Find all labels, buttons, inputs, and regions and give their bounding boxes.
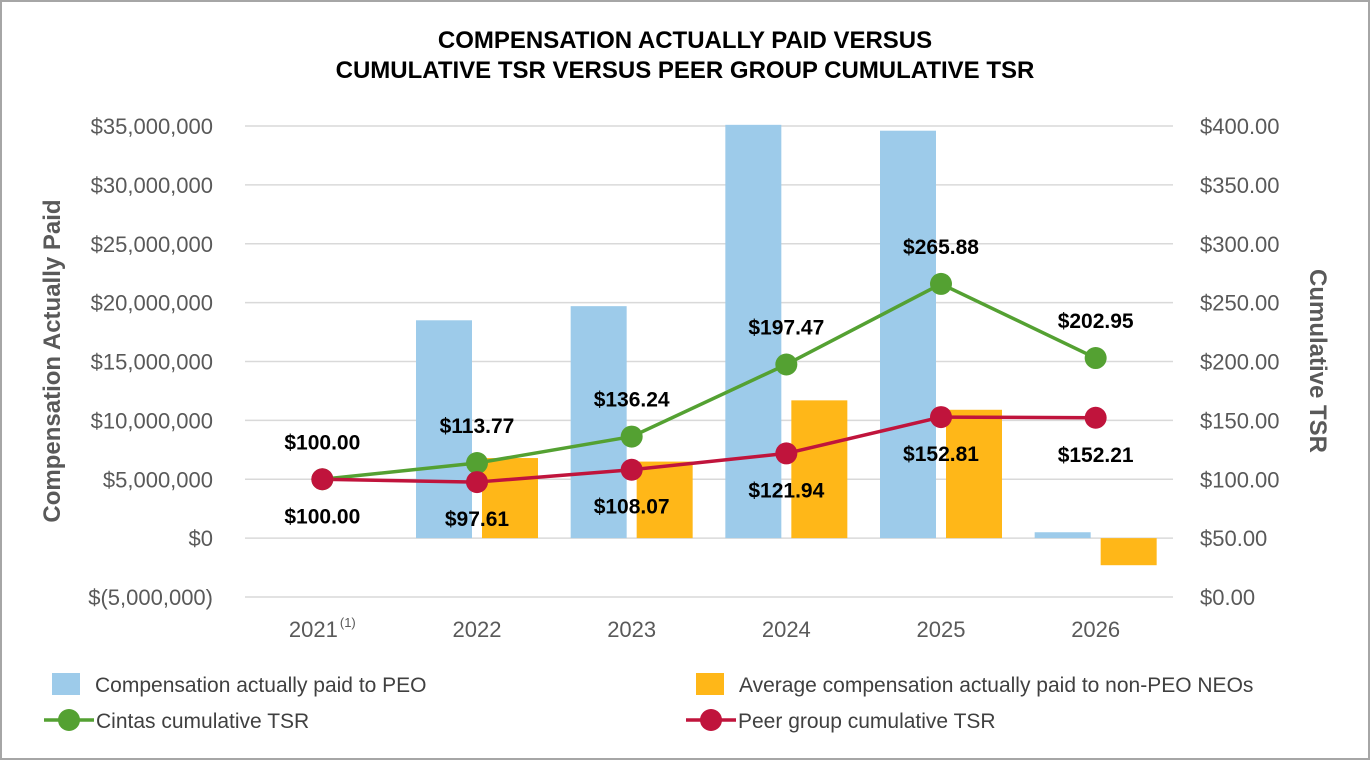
chart-title: COMPENSATION ACTUALLY PAID VERSUS CUMULAT… (336, 27, 1035, 84)
left-tick-label: $20,000,000 (91, 291, 213, 316)
legend-neo-text: Average compensation actually paid to no… (739, 674, 1253, 697)
cintas-tsr-label: $197.47 (748, 316, 824, 339)
left-tick-label: $35,000,000 (91, 114, 213, 139)
peer-tsr-point-2023 (620, 458, 643, 481)
category-label: 2024 (762, 617, 811, 642)
left-axis-ticks: $(5,000,000) $0 $5,000,000 $10,000,000 $15,0… (88, 114, 213, 610)
gridlines (245, 125, 1173, 598)
neo-bar-2023 (636, 461, 693, 539)
peo-bar-2024 (725, 124, 782, 539)
bars (416, 124, 1157, 566)
left-tick-label: $30,000,000 (91, 173, 213, 198)
cintas-tsr-label: $136.24 (594, 389, 670, 412)
left-tick-label: $15,000,000 (91, 350, 213, 375)
right-tick-label: $150.00 (1200, 408, 1280, 433)
neo-bar-2026 (1100, 538, 1157, 566)
peo-bar-2023 (570, 306, 627, 539)
legend-peo-text: Compensation actually paid to PEO (95, 674, 427, 697)
peer-tsr-label: $152.81 (903, 443, 979, 466)
cintas-tsr-point-2022 (466, 452, 488, 475)
chart-title-line: COMPENSATION ACTUALLY PAID VERSUS (438, 27, 932, 54)
peer-tsr-point-2025 (930, 406, 952, 429)
legend-neo-swatch (696, 673, 724, 695)
left-tick-label: $5,000,000 (103, 467, 213, 492)
peer-tsr-label: $121.94 (748, 479, 824, 502)
right-tick-label: $250.00 (1200, 291, 1280, 316)
category-label: 2025 (917, 617, 966, 642)
lines: $100.00 $113.77 $136.24 $197.47 $265.88 $202.… (284, 236, 1134, 531)
right-tick-label: $0.00 (1200, 585, 1255, 610)
peer-tsr-label: $108.07 (594, 496, 670, 519)
legend-peer-tsr-text: Peer group cumulative TSR (738, 710, 996, 733)
category-label: 2023 (607, 617, 656, 642)
right-tick-label: $400.00 (1200, 114, 1280, 139)
right-tick-label: $300.00 (1200, 232, 1280, 257)
legend-cintas-tsr-text: Cintas cumulative TSR (96, 710, 309, 733)
legend: Compensation actually paid to PEO Average… (44, 673, 1253, 733)
right-tick-label: $350.00 (1200, 173, 1280, 198)
legend-peo-swatch (52, 673, 80, 695)
peo-bar-2022 (416, 320, 472, 539)
cintas-tsr-point-2024 (775, 353, 798, 376)
cintas-tsr-line (322, 282, 1097, 481)
cintas-tsr-point-2025 (930, 272, 952, 295)
cintas-tsr-label: $100.00 (284, 431, 360, 454)
left-tick-label: $10,000,000 (91, 408, 213, 433)
right-tick-label: $100.00 (1200, 467, 1280, 492)
cintas-tsr-label: $113.77 (440, 415, 515, 438)
left-tick-label: $25,000,000 (91, 232, 213, 257)
peer-tsr-point-2024 (775, 442, 798, 465)
peer-tsr-label: $152.21 (1058, 444, 1134, 467)
cintas-tsr-point-2023 (620, 425, 643, 448)
cintas-tsr-label: $265.88 (903, 236, 979, 259)
peer-tsr-label: $97.61 (445, 508, 510, 531)
peer-tsr-point-2026 (1084, 406, 1107, 429)
category-labels: 2021 (1) 2022 2023 2024 2025 2026 (289, 615, 1120, 642)
cintas-tsr-label: $202.95 (1058, 310, 1134, 333)
neo-bar-2024 (791, 400, 848, 539)
chart-title-line: CUMULATIVE TSR VERSUS PEER GROUP CUMULAT… (336, 57, 1035, 84)
legend-cintas-tsr-swatch-marker (58, 709, 80, 731)
axis-labels: Compensation Actually Paid Cumulative TSR (39, 199, 1331, 522)
left-tick-label: $(5,000,000) (88, 585, 213, 610)
right-axis-label: Cumulative TSR (1304, 269, 1331, 453)
right-axis-ticks: $0.00 $50.00 $100.00 $150.00 $200.00 $250.00 $… (1200, 114, 1280, 610)
neo-bar-2025 (946, 409, 1002, 539)
peer-tsr-point-2021 (311, 468, 334, 491)
category-label: 2022 (453, 617, 502, 642)
peer-tsr-point-2022 (466, 471, 488, 494)
right-tick-label: $50.00 (1200, 526, 1267, 551)
neo-bar-2022 (482, 458, 538, 539)
peer-tsr-label: $100.00 (284, 505, 360, 528)
category-label: 2021 (1) (289, 615, 356, 642)
peer-tsr-line (322, 415, 1096, 484)
left-axis-label: Compensation Actually Paid (39, 199, 66, 522)
peo-bar-2025 (880, 130, 936, 539)
legend-peer-tsr-swatch-marker (700, 709, 722, 731)
right-tick-label: $200.00 (1200, 350, 1280, 375)
category-label: 2026 (1071, 617, 1120, 642)
cintas-tsr-point-2026 (1084, 347, 1107, 370)
peo-bar-2026 (1034, 532, 1091, 539)
left-tick-label: $0 (189, 526, 213, 551)
